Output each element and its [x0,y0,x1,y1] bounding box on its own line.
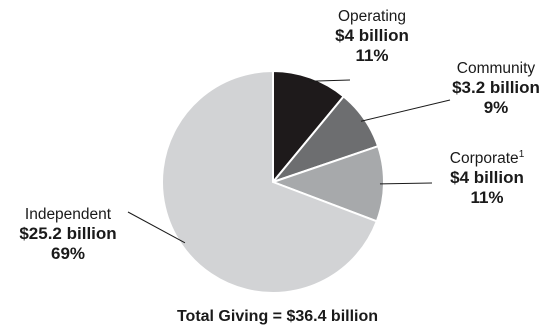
label-corporate-amount: $4 billion [450,168,524,188]
label-corporate-name-row: Corporate1 [432,148,542,168]
leader-line-independent [127,211,186,244]
footnote-marker: 1 [518,148,525,160]
label-operating-amount: $4 billion [335,26,409,46]
label-community-percent: 9% [483,98,509,118]
label-corporate-name: Corporate [449,150,519,167]
leader-line-corporate [379,182,433,185]
label-corporate-percent: 11% [470,188,504,208]
total-giving-footer: Total Giving = $36.4 billion [176,308,379,325]
pie-slice-independent [161,69,379,294]
leader-line-operating [309,79,351,82]
label-community: Community $3.2 billion 9% [438,60,554,118]
pie-slice-operating [272,69,346,185]
label-corporate: Corporate1 $4 billion 11% [432,148,542,208]
label-community-name: Community [456,60,536,77]
label-independent-percent: 69% [50,244,86,264]
label-operating-name: Operating [337,8,407,25]
label-independent-amount: $25.2 billion [19,224,117,244]
leader-line-community [360,99,451,122]
label-independent: Independent $25.2 billion 69% [4,206,132,264]
label-operating: Operating $4 billion 11% [322,8,422,66]
label-independent-name: Independent [24,206,112,223]
label-operating-percent: 11% [355,46,389,66]
label-community-amount: $3.2 billion [452,78,540,98]
